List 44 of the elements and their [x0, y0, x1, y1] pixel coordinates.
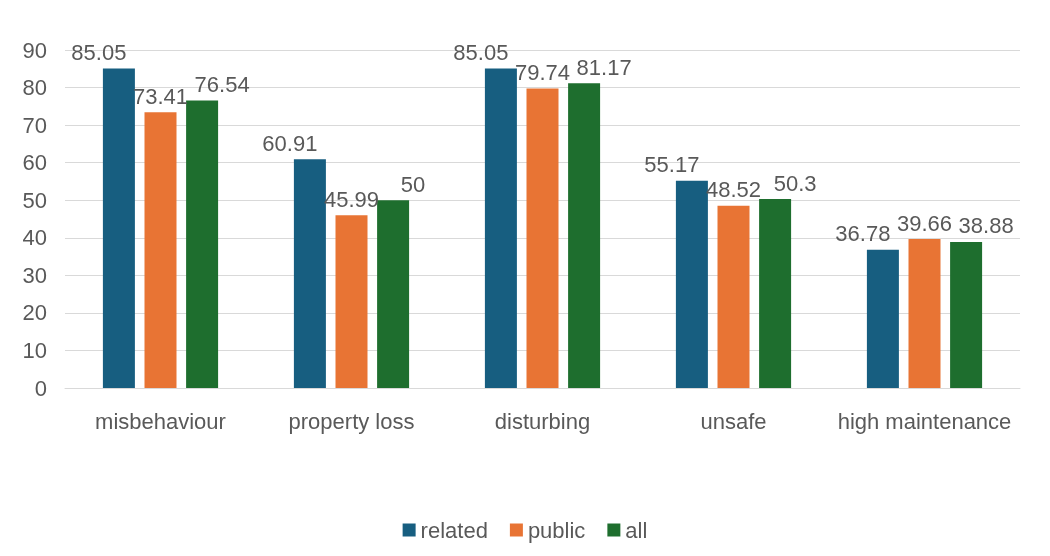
data-label: 81.17: [576, 54, 632, 80]
data-label: 50: [400, 171, 426, 197]
bar: [293, 159, 326, 388]
x-tick-label: disturbing: [494, 409, 591, 434]
data-label: 38.88: [958, 213, 1014, 239]
data-label: 60.91: [262, 130, 318, 156]
data-label: 55.17: [644, 152, 700, 178]
bar: [675, 180, 708, 388]
legend-label: related: [420, 517, 488, 543]
bar: [866, 249, 899, 388]
bar: [186, 100, 219, 388]
x-tick-label: property loss: [288, 409, 415, 434]
y-tick-label: 20: [22, 300, 47, 326]
data-label: 85.05: [453, 40, 509, 66]
bar: [526, 88, 559, 388]
data-label: 36.78: [835, 221, 891, 247]
y-tick-label: 50: [22, 187, 47, 213]
bar: [102, 68, 135, 388]
bar: [717, 205, 750, 388]
data-label: 50.3: [773, 170, 817, 196]
y-tick-label: 30: [22, 262, 47, 288]
bar: [568, 83, 601, 388]
bar: [377, 200, 410, 388]
bar: [908, 239, 941, 388]
y-tick-label: 80: [22, 75, 47, 101]
y-tick-label: 0: [34, 375, 47, 401]
bar: [335, 215, 368, 388]
x-tick-label: high maintenance: [837, 409, 1012, 434]
legend-label: all: [625, 517, 648, 543]
data-label: 76.54: [194, 72, 250, 98]
y-tick-label: 60: [22, 150, 47, 176]
y-tick-label: 10: [22, 337, 47, 363]
legend-label: public: [527, 517, 586, 543]
x-tick-label: unsafe: [700, 409, 767, 434]
bar: [144, 112, 177, 388]
data-label: 39.66: [896, 210, 953, 236]
y-tick-label: 40: [22, 225, 47, 251]
y-tick-label: 70: [22, 112, 47, 138]
y-tick-label: 90: [22, 37, 47, 63]
data-label: 85.05: [71, 40, 127, 66]
bar: [484, 68, 517, 388]
bar: [759, 199, 792, 388]
bar: [950, 241, 983, 388]
x-tick-label: misbehaviour: [95, 409, 226, 434]
